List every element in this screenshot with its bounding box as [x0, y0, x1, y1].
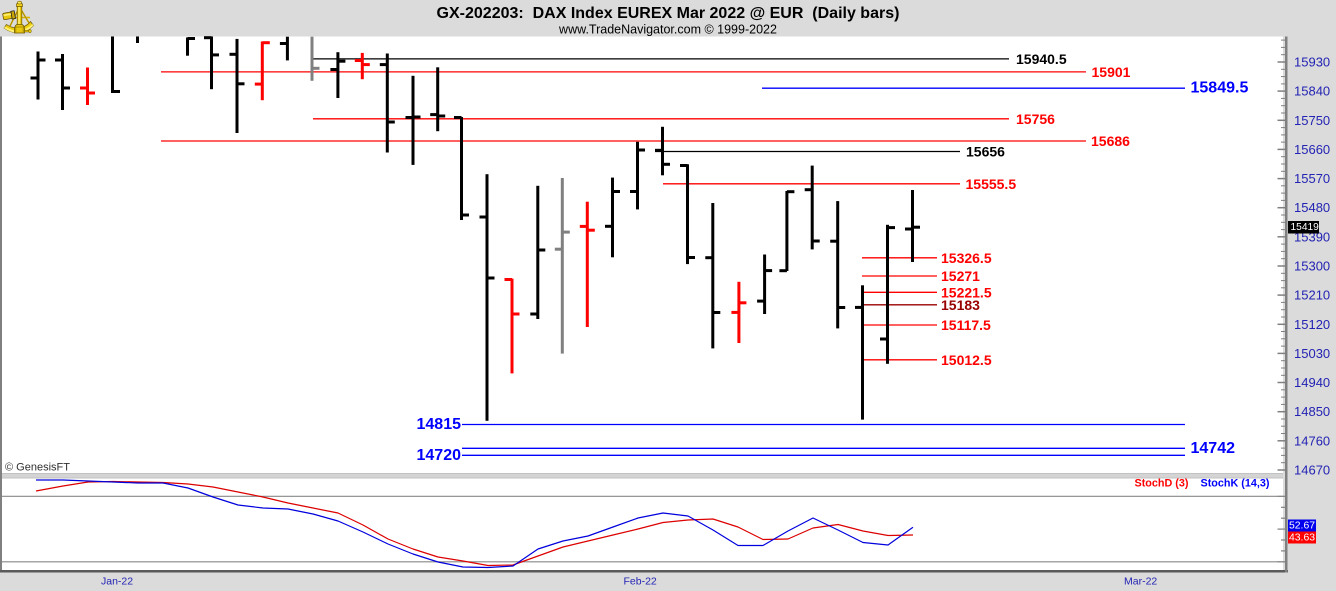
svg-text:43.63: 43.63: [1289, 532, 1315, 543]
svg-text:15480: 15480: [1294, 200, 1330, 215]
svg-text:15901: 15901: [1092, 64, 1131, 80]
svg-text:14940: 14940: [1294, 375, 1330, 390]
svg-text:15656: 15656: [966, 144, 1005, 160]
svg-text:15840: 15840: [1294, 84, 1330, 99]
svg-text:Jan-22: Jan-22: [101, 576, 133, 588]
svg-text:15750: 15750: [1294, 113, 1330, 128]
svg-text:15326.5: 15326.5: [941, 250, 992, 266]
svg-text:15930: 15930: [1294, 55, 1330, 70]
svg-text:15686: 15686: [1091, 133, 1130, 149]
svg-text:15419: 15419: [1291, 222, 1320, 233]
svg-text:14670: 14670: [1294, 463, 1330, 478]
svg-text:14760: 14760: [1294, 433, 1330, 448]
svg-text:15221.5: 15221.5: [941, 284, 992, 300]
svg-text:StochD (3): StochD (3): [1135, 477, 1189, 489]
svg-text:GX-202203: DAX Index EUREX Ma: GX-202203: DAX Index EUREX Mar 2022 @ EU…: [437, 5, 900, 22]
svg-text:14815: 14815: [417, 416, 462, 433]
svg-text:52.67: 52.67: [1289, 520, 1315, 531]
svg-text:15183: 15183: [941, 297, 980, 313]
svg-text:15271: 15271: [941, 268, 980, 284]
svg-text:14742: 14742: [1191, 440, 1236, 457]
svg-text:Feb-22: Feb-22: [624, 576, 657, 588]
svg-text:15210: 15210: [1294, 288, 1330, 303]
svg-text:Mar-22: Mar-22: [1124, 576, 1157, 588]
svg-text:© GenesisFT: © GenesisFT: [5, 462, 70, 474]
svg-text:15300: 15300: [1294, 259, 1330, 274]
svg-text:15030: 15030: [1294, 346, 1330, 361]
svg-text:15117.5: 15117.5: [941, 317, 991, 333]
svg-text:15120: 15120: [1294, 317, 1330, 332]
svg-text:14850: 14850: [1294, 404, 1330, 419]
svg-text:StochK (14,3): StochK (14,3): [1201, 477, 1270, 489]
svg-text:15940.5: 15940.5: [1016, 51, 1067, 67]
svg-text:www.TradeNavigator.com © 1999-: www.TradeNavigator.com © 1999-2022: [558, 23, 777, 37]
svg-text:15012.5: 15012.5: [941, 352, 992, 368]
svg-text:15555.5: 15555.5: [966, 176, 1017, 192]
svg-text:14720: 14720: [417, 447, 462, 464]
svg-text:15756: 15756: [1016, 111, 1055, 127]
svg-text:15570: 15570: [1294, 171, 1330, 186]
svg-text:15849.5: 15849.5: [1191, 80, 1249, 97]
svg-text:15660: 15660: [1294, 142, 1330, 157]
